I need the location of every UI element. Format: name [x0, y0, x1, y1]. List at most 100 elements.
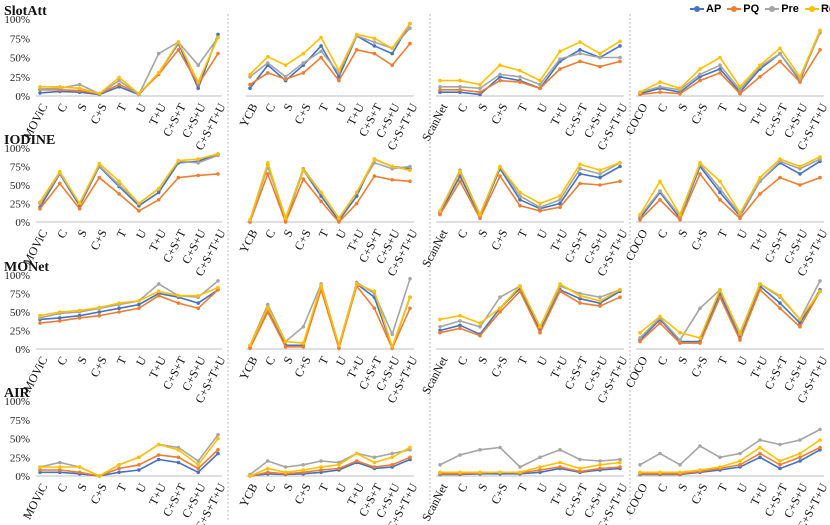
panel-3-point-rec-6 [758, 63, 762, 67]
panel-15-xtick-4: T [715, 480, 731, 494]
panel-3-point-rec-8 [798, 75, 802, 79]
panel-13-point-pre-8 [390, 451, 395, 456]
panel-2-xtick-3: C+S [488, 101, 510, 127]
panel-13-xtick-3: C+S [291, 481, 313, 507]
panel-2-point-pq-8 [598, 64, 602, 69]
panel-14-point-rec-2 [478, 470, 482, 475]
panel-6-xtick-5: U [534, 227, 551, 242]
panel-4-point-pq-8 [196, 173, 200, 178]
panel-13-point-pq-1 [266, 470, 270, 475]
panel-15-point-rec-2 [678, 470, 682, 475]
panel-5-xtick-2: S [280, 227, 296, 239]
panel-4-ytick-1: 25% [10, 199, 30, 211]
panel-10-point-rec-8 [598, 299, 602, 303]
panel-0-point-pre-8 [196, 63, 200, 67]
panel-10-point-rec-1 [458, 313, 462, 318]
panel-7-xtick-1: C [654, 227, 670, 241]
panel-3-point-pre-5 [738, 88, 742, 92]
panel-15-point-pre-3 [698, 444, 702, 448]
panel-8-point-rec-3 [97, 305, 102, 310]
panel-0-point-pq-7 [176, 48, 181, 52]
panel-10-point-pq-0 [438, 330, 442, 335]
panel-6-point-pq-2 [478, 216, 482, 221]
panel-7-point-rec-8 [798, 164, 802, 169]
panel-14-point-rec-7 [578, 466, 582, 471]
panel-10-point-pq-9 [618, 295, 622, 300]
panel-8-xtick-5: U [133, 354, 150, 369]
panel-10-point-rec-2 [478, 321, 482, 325]
panel-14-xtick-3: C+S [488, 481, 510, 507]
panel-15-point-rec-9 [818, 438, 822, 442]
panel-7-point-rec-5 [738, 211, 742, 215]
panel-3-xtick-1: C [654, 101, 670, 115]
panel-7-point-pq-9 [818, 175, 822, 180]
panel-2-xtick-4: T [515, 100, 531, 114]
panel-4-point-pq-9 [216, 172, 220, 176]
panel-9-point-rec-3 [301, 341, 306, 345]
panel-12-title: AIR [4, 386, 31, 401]
panel-12-series-pre [39, 434, 219, 477]
panel-6-point-pq-7 [578, 181, 582, 186]
panel-11-series-ap [639, 284, 821, 343]
panel-11-point-rec-4 [718, 288, 722, 292]
panel-6-point-pq-8 [598, 183, 602, 187]
panel-7-point-rec-9 [818, 155, 822, 159]
panel-12-point-pq-9 [216, 448, 220, 452]
panel-15-series-ap [640, 449, 821, 476]
panel-9-point-rec-0 [248, 343, 252, 348]
panel-6-point-ap-6 [558, 201, 562, 206]
panel-15-point-pre-8 [798, 438, 802, 442]
panel-12-point-pq-4 [117, 466, 121, 471]
panel-15-point-pq-9 [818, 445, 822, 450]
panel-5-point-rec-4 [319, 190, 323, 195]
panel-0-title: SlotAtt [4, 4, 47, 19]
panel-2-point-rec-6 [558, 49, 562, 54]
panel-3-point-pq-8 [798, 80, 802, 84]
panel-15-xtick-5: U [734, 481, 751, 496]
panel-11-point-pq-5 [738, 338, 742, 342]
panel-5-point-pq-9 [408, 179, 412, 184]
panel-14-xtick-2: S [475, 481, 491, 493]
panel-12-point-pq-5 [137, 463, 141, 467]
panel-10-point-pq-4 [518, 289, 522, 294]
panel-15-point-pq-7 [778, 463, 782, 467]
panel-11-point-pq-1 [658, 321, 662, 325]
panel-11-point-pq-6 [758, 288, 762, 292]
panel-5-point-pq-2 [283, 220, 288, 224]
panel-1-point-pq-5 [337, 78, 341, 83]
panel-14-point-pre-2 [478, 448, 482, 452]
panel-11-point-rec-1 [658, 314, 662, 319]
panel-2-xtick-1: C [454, 101, 470, 115]
panel-7-xtick-5: U [734, 227, 751, 242]
panel-12-point-ap-9 [216, 451, 220, 456]
panel-4-point-pq-5 [137, 209, 141, 213]
panel-14-point-pq-6 [558, 465, 562, 469]
legend-item-pre: Pre [765, 3, 799, 15]
panel-3-series-rec [639, 30, 821, 93]
panel-3-xtick-4: T [715, 100, 731, 114]
panel-9-xtick-4: T [316, 353, 332, 367]
panel-1-point-rec-4 [319, 35, 323, 40]
panel-11-xtick-4: T [715, 353, 731, 367]
panel-15-point-rec-7 [778, 459, 782, 463]
panel-4-point-pq-3 [97, 175, 102, 180]
panel-14-series-pre [439, 446, 621, 468]
panel-0-point-pre-4 [117, 78, 121, 83]
panel-7-point-rec-1 [658, 179, 662, 184]
panel-13-series-pre [249, 449, 411, 476]
panel-8-xtick-2: S [74, 354, 90, 366]
panel-15-point-ap-8 [798, 459, 802, 463]
panel-0-series-pre [39, 37, 219, 96]
panel-14-point-pq-8 [598, 466, 602, 471]
panel-11-series-pq [639, 288, 821, 344]
panel-6-point-rec-6 [558, 194, 562, 198]
panel-1-point-rec-6 [354, 32, 359, 37]
panel-0-xtick-3: C+S [87, 101, 109, 127]
panel-13-point-pq-7 [372, 465, 377, 469]
panel-11-point-rec-0 [638, 330, 642, 335]
panel-2-point-ap-7 [578, 48, 582, 52]
panel-8-ytick-4: 100% [4, 270, 30, 282]
panel-8-point-ap-5 [137, 302, 141, 307]
panel-10-point-pq-6 [558, 289, 562, 294]
panel-13-series-ap [249, 458, 411, 477]
